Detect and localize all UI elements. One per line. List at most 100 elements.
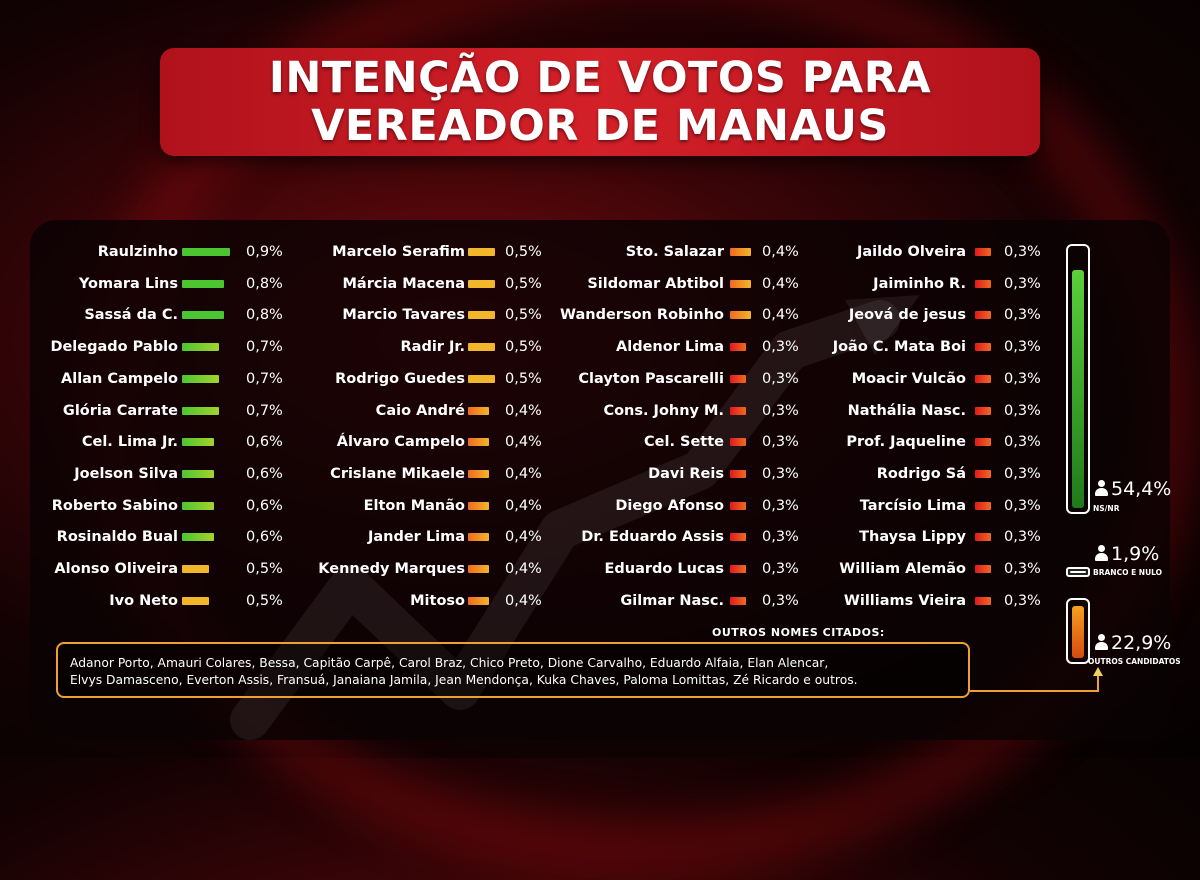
- candidate-name: Wanderson Robinho: [560, 307, 724, 324]
- vote-percent: 0,4%: [505, 434, 542, 451]
- summary-bar-fill: [1072, 606, 1084, 658]
- vote-percent: 0,3%: [762, 339, 799, 356]
- vote-percent: 0,5%: [505, 275, 542, 292]
- candidate-row: Moacir Vulcão 0,3%: [0, 369, 1200, 389]
- vote-percent: 0,4%: [505, 529, 542, 546]
- candidate-name: Clayton Pascarelli: [578, 370, 724, 387]
- vote-bar: [975, 533, 991, 542]
- candidate-row: Sassá da C. 0,8%: [0, 305, 1200, 325]
- vote-bar: [182, 438, 214, 447]
- candidate-name: Joelson Silva: [74, 465, 178, 482]
- candidate-row: Tarcísio Lima 0,3%: [0, 496, 1200, 516]
- candidate-row: Rosinaldo Bual 0,6%: [0, 527, 1200, 547]
- vote-percent: 0,3%: [1004, 465, 1041, 482]
- vote-percent: 0,5%: [505, 244, 542, 260]
- vote-percent: 0,4%: [762, 307, 799, 324]
- candidate-row: Rodrigo Sá 0,3%: [0, 464, 1200, 484]
- candidate-name: Moacir Vulcão: [851, 370, 966, 387]
- candidate-row: Delegado Pablo 0,7%: [0, 337, 1200, 357]
- vote-bar: [468, 596, 489, 605]
- vote-percent: 0,7%: [246, 402, 283, 419]
- candidate-name: Rosinaldo Bual: [56, 529, 178, 546]
- candidate-name: Sildomar Abtibol: [587, 275, 724, 292]
- vote-bar: [975, 596, 991, 605]
- candidate-name: Elton Manão: [363, 497, 465, 514]
- vote-percent: 0,6%: [246, 497, 283, 514]
- candidate-row: Gilmar Nasc. 0,3%: [0, 591, 1200, 611]
- vote-percent: 0,3%: [762, 529, 799, 546]
- candidate-name: Cons. Johny M.: [603, 402, 724, 419]
- summary-percent: 1,9%: [1094, 543, 1159, 565]
- vote-bar: [975, 248, 991, 256]
- candidate-row: Marcelo Serafim 0,5%: [0, 242, 1200, 262]
- candidate-row: Alonso Oliveira 0,5%: [0, 559, 1200, 579]
- vote-bar: [468, 501, 489, 510]
- candidate-name: Cel. Sette: [644, 434, 724, 451]
- candidate-row: Kennedy Marques 0,4%: [0, 559, 1200, 579]
- candidate-name: Allan Campelo: [61, 370, 178, 387]
- candidate-row: Eduardo Lucas 0,3%: [0, 559, 1200, 579]
- vote-percent: 0,3%: [1004, 497, 1041, 514]
- vote-percent: 0,3%: [1004, 275, 1041, 292]
- vote-percent: 0,3%: [1004, 339, 1041, 356]
- candidate-name: Mitoso: [410, 592, 465, 609]
- candidate-name: William Alemão: [839, 561, 966, 577]
- vote-bar: [730, 406, 746, 415]
- candidate-name: Eduardo Lucas: [604, 561, 724, 577]
- vote-percent: 0,5%: [505, 307, 542, 324]
- vote-bar: [182, 533, 214, 542]
- vote-bar: [468, 311, 495, 320]
- summary-bar: [1066, 244, 1090, 514]
- vote-percent: 0,6%: [246, 529, 283, 546]
- candidate-row: Yomara Lins 0,8%: [0, 274, 1200, 294]
- candidate-row: Ivo Neto 0,5%: [0, 591, 1200, 611]
- candidate-name: Rodrigo Sá: [876, 465, 966, 482]
- candidate-name: Jander Lima: [367, 529, 465, 546]
- vote-bar: [730, 596, 746, 605]
- candidate-row: Joelson Silva 0,6%: [0, 464, 1200, 484]
- candidate-row: Marcio Tavares 0,5%: [0, 305, 1200, 325]
- vote-bar: [975, 279, 991, 288]
- vote-bar: [468, 565, 489, 573]
- vote-percent: 0,4%: [505, 592, 542, 609]
- results-panel: [30, 220, 1170, 740]
- vote-bar: [468, 469, 489, 478]
- candidate-name: Kennedy Marques: [318, 561, 465, 577]
- candidate-row: Crislane Mikaele 0,4%: [0, 464, 1200, 484]
- vote-bar: [182, 596, 209, 605]
- vote-bar: [182, 406, 219, 415]
- vote-bar: [730, 533, 746, 542]
- candidate-row: Elton Manão 0,4%: [0, 496, 1200, 516]
- vote-bar: [182, 311, 224, 320]
- candidate-name: Jaiminho R.: [873, 275, 966, 292]
- vote-percent: 0,3%: [1004, 434, 1041, 451]
- candidate-row: Caio André 0,4%: [0, 401, 1200, 421]
- candidate-row: Glória Carrate 0,7%: [0, 401, 1200, 421]
- others-list: Adanor Porto, Amauri Colares, Bessa, Cap…: [56, 642, 970, 698]
- candidate-row: Allan Campelo 0,7%: [0, 369, 1200, 389]
- candidate-row: Williams Vieira 0,3%: [0, 591, 1200, 611]
- vote-percent: 0,7%: [246, 370, 283, 387]
- vote-percent: 0,3%: [1004, 592, 1041, 609]
- vote-bar: [730, 311, 751, 320]
- person-icon: [1094, 480, 1108, 496]
- candidate-name: Thaysa Lippy: [859, 529, 966, 546]
- vote-bar: [182, 374, 219, 383]
- candidate-row: Jander Lima 0,4%: [0, 527, 1200, 547]
- candidate-name: Álvaro Campelo: [336, 434, 465, 451]
- candidate-row: Prof. Jaqueline 0,3%: [0, 432, 1200, 452]
- summary-percent-text: 22,9%: [1111, 632, 1172, 654]
- vote-percent: 0,4%: [505, 561, 542, 577]
- vote-percent: 0,6%: [246, 434, 283, 451]
- candidate-name: Gilmar Nasc.: [620, 592, 724, 609]
- trend-arrow-icon: [0, 0, 1200, 758]
- candidate-name: Prof. Jaqueline: [846, 434, 966, 451]
- candidate-name: Nathália Nasc.: [847, 402, 966, 419]
- vote-percent: 0,4%: [762, 275, 799, 292]
- candidate-row: Jaildo Olveira 0,3%: [0, 242, 1200, 262]
- others-heading: OUTROS NOMES CITADOS:: [712, 626, 885, 639]
- vote-bar: [730, 469, 746, 478]
- vote-percent: 0,4%: [505, 497, 542, 514]
- candidate-row: Diego Afonso 0,3%: [0, 496, 1200, 516]
- candidate-row: Márcia Macena 0,5%: [0, 274, 1200, 294]
